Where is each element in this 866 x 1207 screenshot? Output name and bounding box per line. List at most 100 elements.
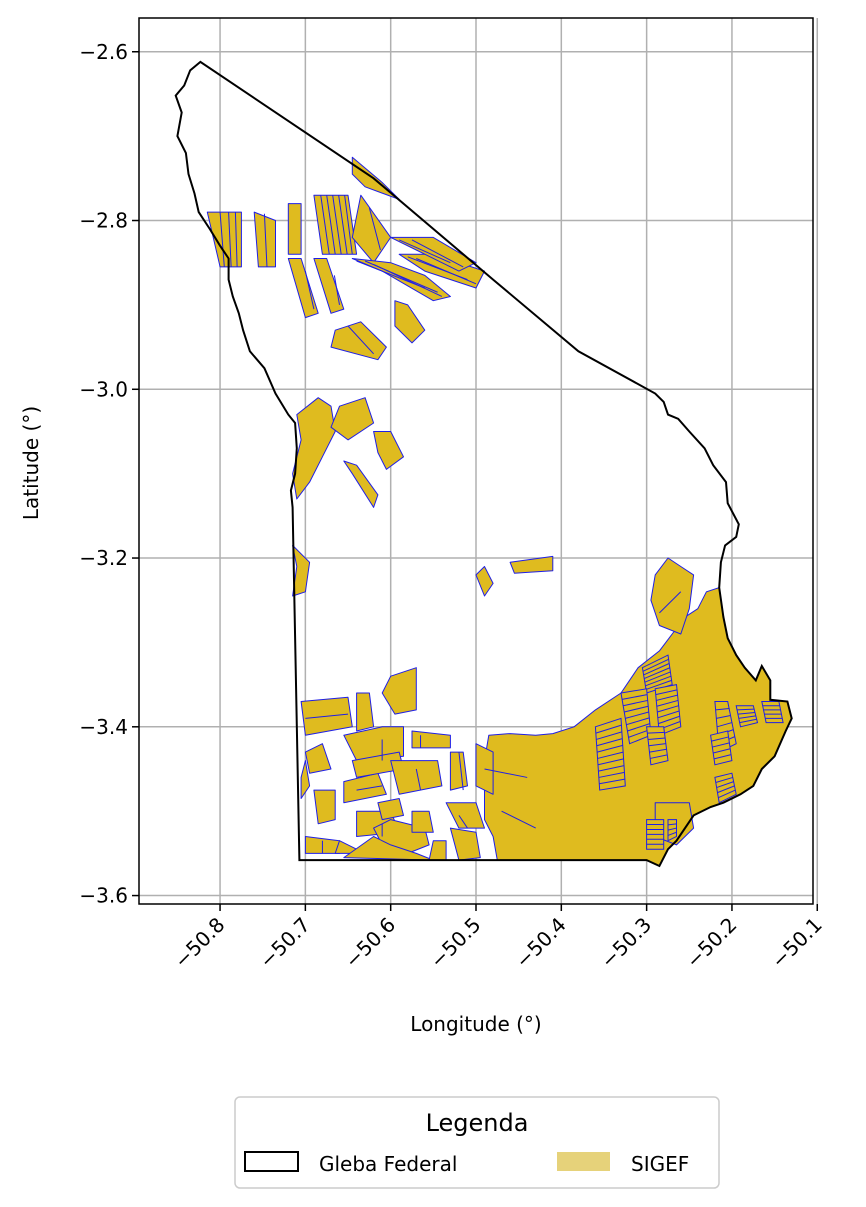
sigef-block-division: [717, 785, 735, 794]
sigef-block-outline: [594, 717, 626, 791]
sigef-parcel: [650, 557, 695, 635]
sigef-block-outline: [641, 654, 673, 694]
sigef-parcel: [292, 544, 311, 597]
sigef-parcel-division: [332, 195, 342, 255]
sigef-block-division: [718, 789, 736, 799]
sigef-block-outline: [761, 701, 784, 724]
sigef-subdivided-block: [710, 730, 733, 766]
sigef-block-division: [655, 689, 678, 696]
sigef-parcel: [351, 194, 392, 264]
sigef-parcel-division: [399, 239, 451, 264]
sigef-parcel: [356, 692, 375, 732]
sigef-block-division: [657, 705, 679, 713]
sigef-parcel-division: [263, 213, 268, 267]
sigef-subdivided-blocks: [594, 654, 784, 850]
sigef-block-division: [645, 679, 672, 690]
sigef-parcel: [253, 211, 276, 268]
sigef-block-division: [642, 658, 669, 672]
sigef-block-division: [715, 708, 730, 711]
x-tick-label: −50.7: [255, 913, 315, 973]
x-tick-label: −50.1: [766, 913, 826, 973]
sigef-parcel-division: [234, 212, 238, 267]
sigef-block-division: [711, 736, 729, 742]
sigef-block-division: [713, 748, 731, 754]
sigef-block-division: [625, 711, 649, 719]
sigef-parcel-division: [368, 207, 381, 251]
x-axis-label: Longitude (°): [410, 1012, 541, 1036]
sigef-parcel-division: [501, 810, 536, 829]
sigef-parcel: [313, 789, 336, 825]
sigef-block-division: [647, 731, 665, 734]
sigef-parcel: [381, 667, 417, 715]
sigef-subdivided-block: [654, 684, 682, 736]
sigef-block-division: [624, 705, 649, 713]
sigef-parcel: [449, 827, 481, 861]
sigef-block-division: [622, 694, 648, 700]
sigef-parcel: [411, 730, 451, 749]
y-tick-label: −2.6: [79, 40, 128, 64]
sigef-subdivided-block: [761, 701, 784, 724]
sigef-parcel: [206, 211, 242, 268]
sigef-parcel-division: [415, 768, 422, 791]
sigef-parcel-division: [304, 271, 315, 310]
sigef-parcel: [445, 802, 485, 829]
sigef-block-outline: [710, 730, 733, 766]
sigef-block-division: [716, 722, 733, 728]
sigef-parcel: [313, 258, 345, 314]
sigef-block-division: [643, 663, 670, 676]
sigef-block-division: [596, 738, 623, 747]
legend-swatch-gleba-federal: [244, 1151, 299, 1172]
sigef-block-division: [599, 778, 625, 785]
sigef-block-division: [656, 694, 678, 701]
sigef-block-division: [626, 717, 650, 726]
sigef-block-division: [597, 758, 624, 766]
y-tick-label: −3.0: [79, 377, 128, 401]
sigef-parcel-division: [305, 713, 349, 719]
sigef-parcel-division: [484, 768, 528, 778]
sigef-block-division: [644, 671, 671, 683]
sigef-block-division: [656, 699, 679, 707]
legend-label-sigef: SIGEF: [631, 1152, 689, 1176]
sigef-parcel-division: [659, 591, 682, 614]
sigef-block-division: [649, 748, 667, 753]
sigef-subdivided-block: [735, 705, 759, 728]
sigef-parcel: [304, 743, 332, 774]
sigef-parcel: [287, 258, 319, 319]
sigef-block-outline: [714, 772, 737, 804]
sigef-parcel-division: [344, 195, 353, 255]
sigef-parcel: [313, 194, 358, 255]
sigef-subdivided-block: [641, 654, 673, 694]
x-tick-label: −50.6: [340, 913, 400, 973]
sigef-block-division: [657, 710, 680, 719]
sigef-subdivided-block: [646, 726, 669, 766]
x-tick-label: −50.4: [511, 913, 571, 973]
sigef-block-division: [716, 715, 731, 719]
sigef-parcel: [300, 760, 311, 799]
sigef-parcel: [373, 431, 404, 470]
sigef-parcel-division: [416, 258, 477, 285]
sigef-block-division: [739, 718, 757, 724]
legend-title: Legenda: [426, 1109, 529, 1137]
sigef-block-division: [716, 781, 734, 789]
legend: Legenda Gleba Federal SIGEF: [234, 1096, 720, 1189]
y-tick-label: −3.4: [79, 715, 128, 739]
sigef-parcel: [292, 397, 336, 500]
x-tick-label: −50.3: [596, 913, 656, 973]
sigef-parcel: [509, 555, 554, 574]
sigef-block-division: [737, 708, 755, 711]
sigef-block-division: [595, 724, 622, 734]
sigef-block-division: [648, 737, 666, 740]
sigef-parcel-division: [347, 325, 374, 355]
sigef-block-division: [598, 771, 625, 778]
sigef-block-division: [667, 831, 677, 836]
sigef-parcel: [330, 321, 387, 361]
sigef-parcel-division: [320, 195, 330, 255]
sigef-parcel-division: [333, 275, 340, 305]
sigef-block-division: [627, 723, 650, 732]
sigef-block-division: [667, 827, 677, 831]
y-axis-label: Latitude (°): [19, 406, 43, 520]
sigef-block-division: [650, 754, 668, 759]
x-tick-label: −50.5: [425, 913, 485, 973]
sigef-block-outline: [735, 705, 759, 728]
sigef-subdivided-block: [667, 819, 677, 842]
